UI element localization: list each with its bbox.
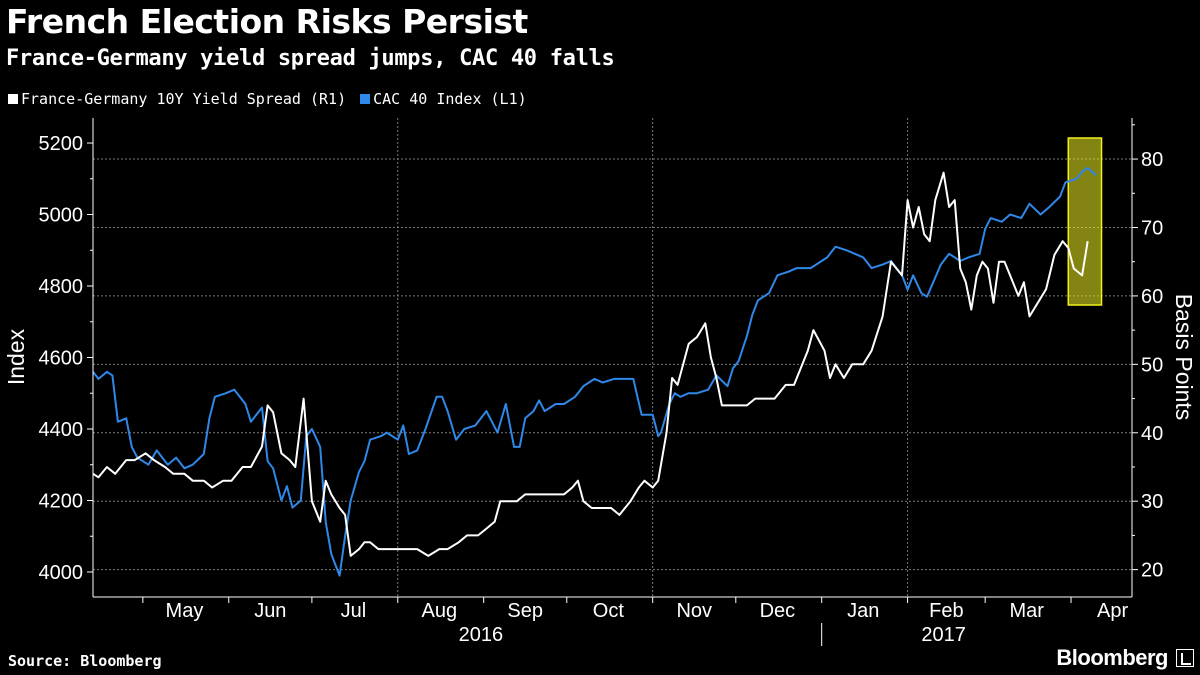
chart-subtitle: France-Germany yield spread jumps, CAC 4…: [6, 46, 615, 71]
x-tick-label: Nov: [676, 600, 712, 622]
legend-item-cac40: CAC 40 Index (L1): [360, 90, 527, 108]
bloomberg-terminal-icon: [1176, 649, 1194, 667]
x-tick-label: Jun: [254, 600, 286, 622]
x-tick-label: Aug: [422, 600, 458, 622]
legend-swatch-spread: [8, 94, 18, 104]
left-axis-title: Index: [3, 328, 29, 385]
left-tick-label: 5000: [39, 205, 84, 227]
series-line-yield-spread: [92, 171, 1089, 557]
right-tick-label: 60: [1141, 286, 1163, 308]
x-tick-label: Dec: [760, 600, 796, 622]
highlight-box: [1067, 137, 1103, 306]
x-tick-label: May: [166, 600, 204, 622]
right-tick-label: 30: [1141, 491, 1163, 513]
legend-item-spread: France-Germany 10Y Yield Spread (R1): [8, 90, 346, 108]
left-tick-label: 4000: [39, 562, 84, 584]
series-line-cac40: [92, 167, 1097, 577]
left-tick-label: 4200: [39, 490, 84, 512]
x-tick-label: Apr: [1097, 600, 1128, 622]
grid: [93, 118, 1132, 597]
brand-logo: Bloomberg: [1056, 645, 1168, 670]
legend-label-cac40: CAC 40 Index (L1): [373, 90, 527, 108]
legend: France-Germany 10Y Yield Spread (R1) CAC…: [8, 90, 527, 108]
right-tick-label: 80: [1141, 149, 1163, 171]
source-note: Source: Bloomberg: [8, 652, 162, 670]
axes: 4000 4200 4400 4600 4800 5000 5200 20 30 40 50 60 70…: [3, 118, 1197, 646]
x-tick-label: Oct: [593, 600, 625, 622]
year-label: 2016: [459, 624, 504, 646]
left-tick-label: 4400: [39, 419, 84, 441]
legend-label-spread: France-Germany 10Y Yield Spread (R1): [21, 90, 347, 108]
left-tick-label: 4600: [39, 348, 84, 370]
series-lines: [92, 167, 1097, 577]
left-tick-label: 4800: [39, 276, 84, 298]
x-tick-label: Mar: [1009, 600, 1044, 622]
x-tick-label: Jul: [341, 600, 367, 622]
right-tick-label: 20: [1141, 560, 1163, 582]
left-tick-label: 5200: [39, 133, 84, 155]
year-label: 2017: [921, 624, 966, 646]
legend-swatch-cac40: [360, 94, 371, 104]
right-tick-label: 40: [1141, 423, 1163, 445]
x-tick-label: Jan: [847, 600, 879, 622]
right-tick-label: 50: [1141, 354, 1163, 376]
x-tick-label: Feb: [929, 600, 963, 622]
x-tick-label: Sep: [507, 600, 543, 622]
right-axis-title: Basis Points: [1171, 294, 1197, 421]
chart-title: French Election Risks Persist: [6, 2, 528, 41]
highlight-rect: [1067, 137, 1103, 306]
right-tick-label: 70: [1141, 217, 1163, 239]
